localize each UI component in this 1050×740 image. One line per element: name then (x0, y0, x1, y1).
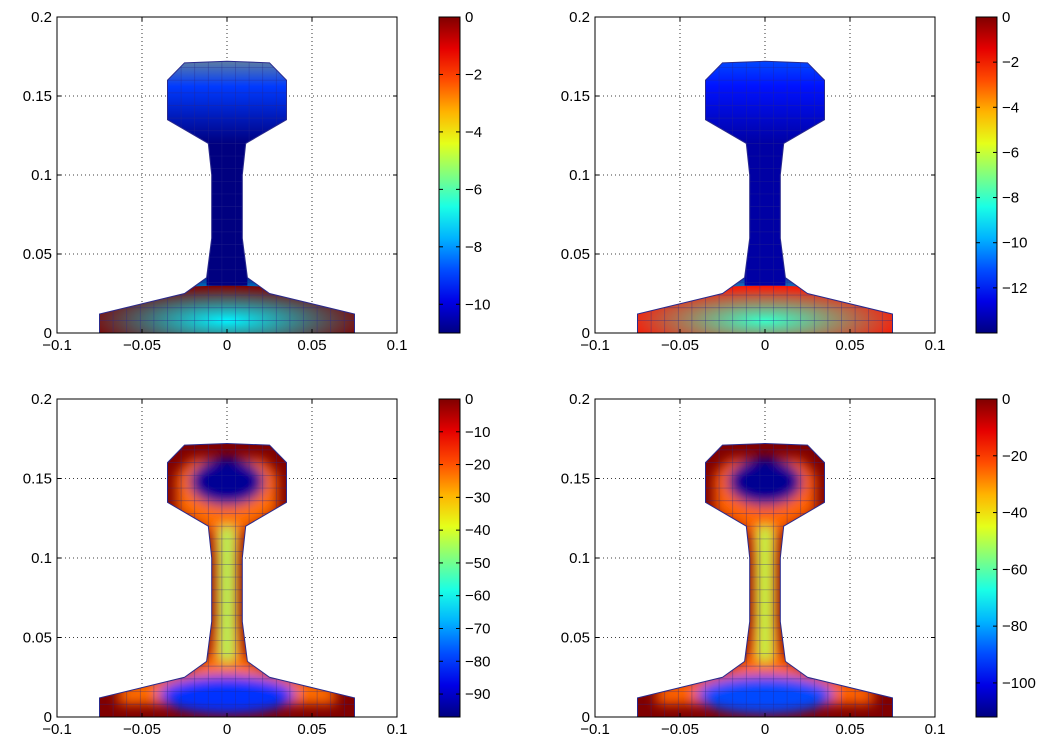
x-tick-label: 0 (761, 337, 769, 354)
colorbar-tick-label: −80 (465, 653, 490, 670)
x-tick-label: 0.1 (925, 721, 946, 738)
y-tick-label: 0 (582, 325, 590, 342)
colorbar-tick-label: −6 (465, 181, 482, 198)
web-core (220, 526, 234, 662)
x-tick-label: −0.05 (123, 337, 161, 354)
y-tick-label: 0.1 (569, 167, 590, 184)
rail-outline (637, 443, 893, 718)
x-tick-label: −0.1 (580, 337, 610, 354)
rail-outline (99, 443, 355, 718)
y-tick-label: 0.2 (569, 9, 590, 26)
colorbar-tick-label: −30 (465, 489, 490, 506)
colorbar-tick-label: −20 (1002, 448, 1027, 465)
colorbar-tick-label: 0 (465, 9, 473, 26)
x-tick-label: −0.1 (42, 337, 72, 354)
subplot-top-right: −0.1 −0.05 0 0.05 0.1 0 0.05 0.1 0.15 0.2 0 −2 −4 −6 −… (561, 9, 1028, 354)
y-tick-label: 0.05 (23, 246, 52, 263)
y-tick-label: 0 (44, 709, 52, 726)
web-field (206, 143, 248, 286)
colorbar-tick-label: −6 (1002, 144, 1019, 161)
x-tick-label: 0.05 (297, 337, 326, 354)
colorbar-tick-label: −10 (465, 424, 490, 441)
x-tick-label: 0.05 (297, 721, 326, 738)
x-tick-label: −0.1 (580, 721, 610, 738)
rail-outline (637, 60, 893, 334)
subplot-top-left: −0.1 −0.05 0 0.05 0.1 0 0.05 0.1 0.15 0.2 0 −2 −4 −6 −… (23, 9, 491, 354)
y-tick-label: 0.05 (561, 246, 590, 263)
x-tick-label: 0 (761, 721, 769, 738)
x-tick-label: −0.05 (661, 337, 699, 354)
y-tick-label: 0.05 (561, 630, 590, 647)
rail-outline (99, 60, 355, 334)
x-tick-label: −0.05 (661, 721, 699, 738)
colorbar-tick-label: −4 (465, 124, 482, 141)
x-tick-label: 0.05 (835, 721, 864, 738)
y-tick-label: 0.15 (561, 88, 590, 105)
colorbar-tick-label: −4 (1002, 99, 1019, 116)
colorbar-tick-label: −60 (465, 588, 490, 605)
y-tick-label: 0.2 (31, 9, 52, 26)
colorbar-tick-label: −20 (465, 457, 490, 474)
base-field (637, 285, 893, 334)
base-field (99, 285, 355, 334)
colorbar-tick-label: 0 (1002, 9, 1010, 26)
y-tick-label: 0.15 (561, 471, 590, 488)
y-tick-label: 0.05 (23, 630, 52, 647)
colorbar-tick-label: −90 (465, 686, 490, 703)
x-tick-label: 0.1 (925, 337, 946, 354)
y-tick-label: 0.1 (31, 167, 52, 184)
x-tick-label: −0.05 (123, 721, 161, 738)
colorbar-tick-label: 0 (465, 391, 473, 408)
colorbar-tick-label: −40 (1002, 505, 1027, 522)
colorbar-tick-label: −10 (1002, 235, 1027, 252)
x-tick-label: 0.1 (387, 721, 408, 738)
colorbar (975, 398, 998, 718)
x-tick-label: −0.1 (42, 721, 72, 738)
base-core (159, 675, 295, 714)
y-tick-label: 0.2 (31, 391, 52, 408)
subplot-bottom-left: −0.1 −0.05 0 0.05 0.1 0 0.05 0.1 0.15 0.2 0 −10 −20 −… (23, 391, 491, 738)
y-tick-label: 0.2 (569, 391, 590, 408)
x-tick-label: 0.05 (835, 337, 864, 354)
colorbar-tick-label: −40 (465, 522, 490, 539)
colorbar-tick-label: −100 (1002, 675, 1036, 692)
head-core (727, 457, 803, 506)
y-tick-label: 0.1 (31, 550, 52, 567)
colorbar (438, 398, 461, 718)
colorbar (975, 16, 998, 334)
colorbar-tick-label: −80 (1002, 618, 1027, 635)
y-tick-label: 0.15 (23, 471, 52, 488)
colorbar-tick-label: −8 (1002, 190, 1019, 207)
web-core (758, 526, 772, 662)
y-tick-label: 0 (582, 709, 590, 726)
y-tick-label: 0.15 (23, 88, 52, 105)
x-tick-label: 0 (223, 337, 231, 354)
web-field (744, 143, 786, 286)
colorbar-tick-label: −2 (465, 66, 482, 83)
colorbar-tick-label: −60 (1002, 561, 1027, 578)
colorbar-tick-label: 0 (1002, 391, 1010, 408)
x-tick-label: 0 (223, 721, 231, 738)
head-core (189, 457, 265, 506)
x-tick-label: 0.1 (387, 337, 408, 354)
subplot-bottom-right: −0.1 −0.05 0 0.05 0.1 0 0.05 0.1 0.15 0.2 0 −20 −40 −… (561, 391, 1036, 738)
colorbar-tick-label: −70 (465, 620, 490, 637)
y-tick-label: 0.1 (569, 550, 590, 567)
colorbar-tick-label: −50 (465, 555, 490, 572)
colorbar-tick-label: −8 (465, 239, 482, 256)
colorbar-tick-label: −2 (1002, 54, 1019, 71)
y-tick-label: 0 (44, 325, 52, 342)
colorbar (438, 16, 461, 334)
colorbar-tick-label: −10 (465, 296, 490, 313)
colorbar-tick-label: −12 (1002, 280, 1027, 297)
base-core (697, 675, 833, 714)
